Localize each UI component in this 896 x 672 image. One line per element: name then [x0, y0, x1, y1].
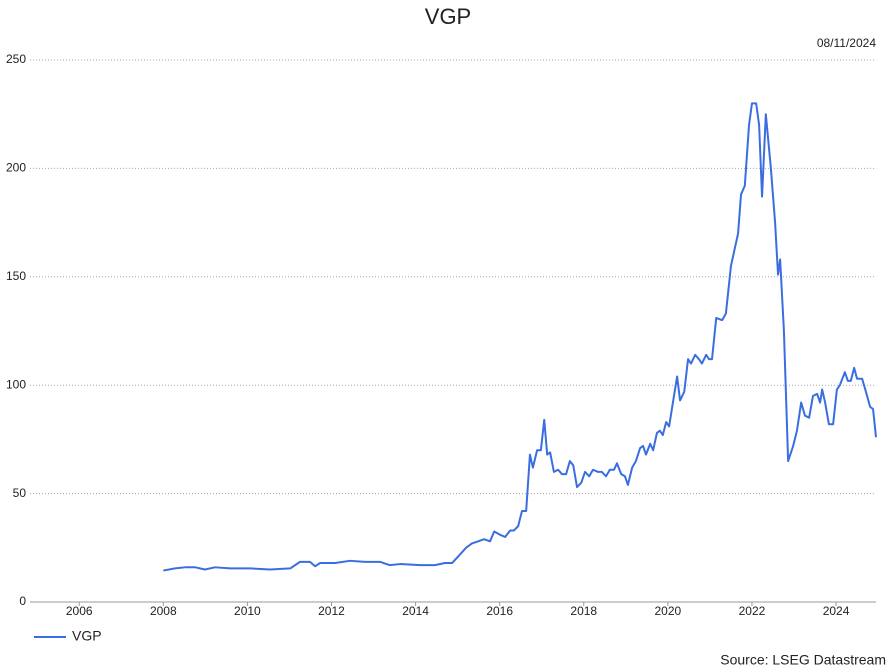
x-tick-label: 2016 — [486, 604, 513, 618]
x-tick-label: 2012 — [318, 604, 345, 618]
x-tick-label: 2020 — [655, 604, 682, 618]
date-label: 08/11/2024 — [817, 36, 876, 50]
y-tick-label: 0 — [19, 594, 26, 608]
x-tick-label: 2008 — [150, 604, 177, 618]
y-tick-label: 250 — [6, 52, 26, 66]
y-tick-label: 50 — [13, 486, 27, 500]
x-tick-label: 2018 — [570, 604, 597, 618]
x-tick-label: 2006 — [66, 604, 93, 618]
source-label: Source: LSEG Datastream — [720, 652, 886, 668]
legend-label: VGP — [72, 628, 102, 644]
x-tick-label: 2022 — [739, 604, 766, 618]
y-tick-label: 200 — [6, 161, 26, 175]
y-tick-label: 150 — [6, 269, 26, 283]
x-tick-label: 2010 — [234, 604, 261, 618]
y-tick-label: 100 — [6, 377, 26, 391]
chart-title: VGP — [425, 4, 471, 29]
x-tick-label: 2014 — [402, 604, 429, 618]
data-line — [163, 102, 877, 572]
x-tick-label: 2024 — [823, 604, 850, 618]
